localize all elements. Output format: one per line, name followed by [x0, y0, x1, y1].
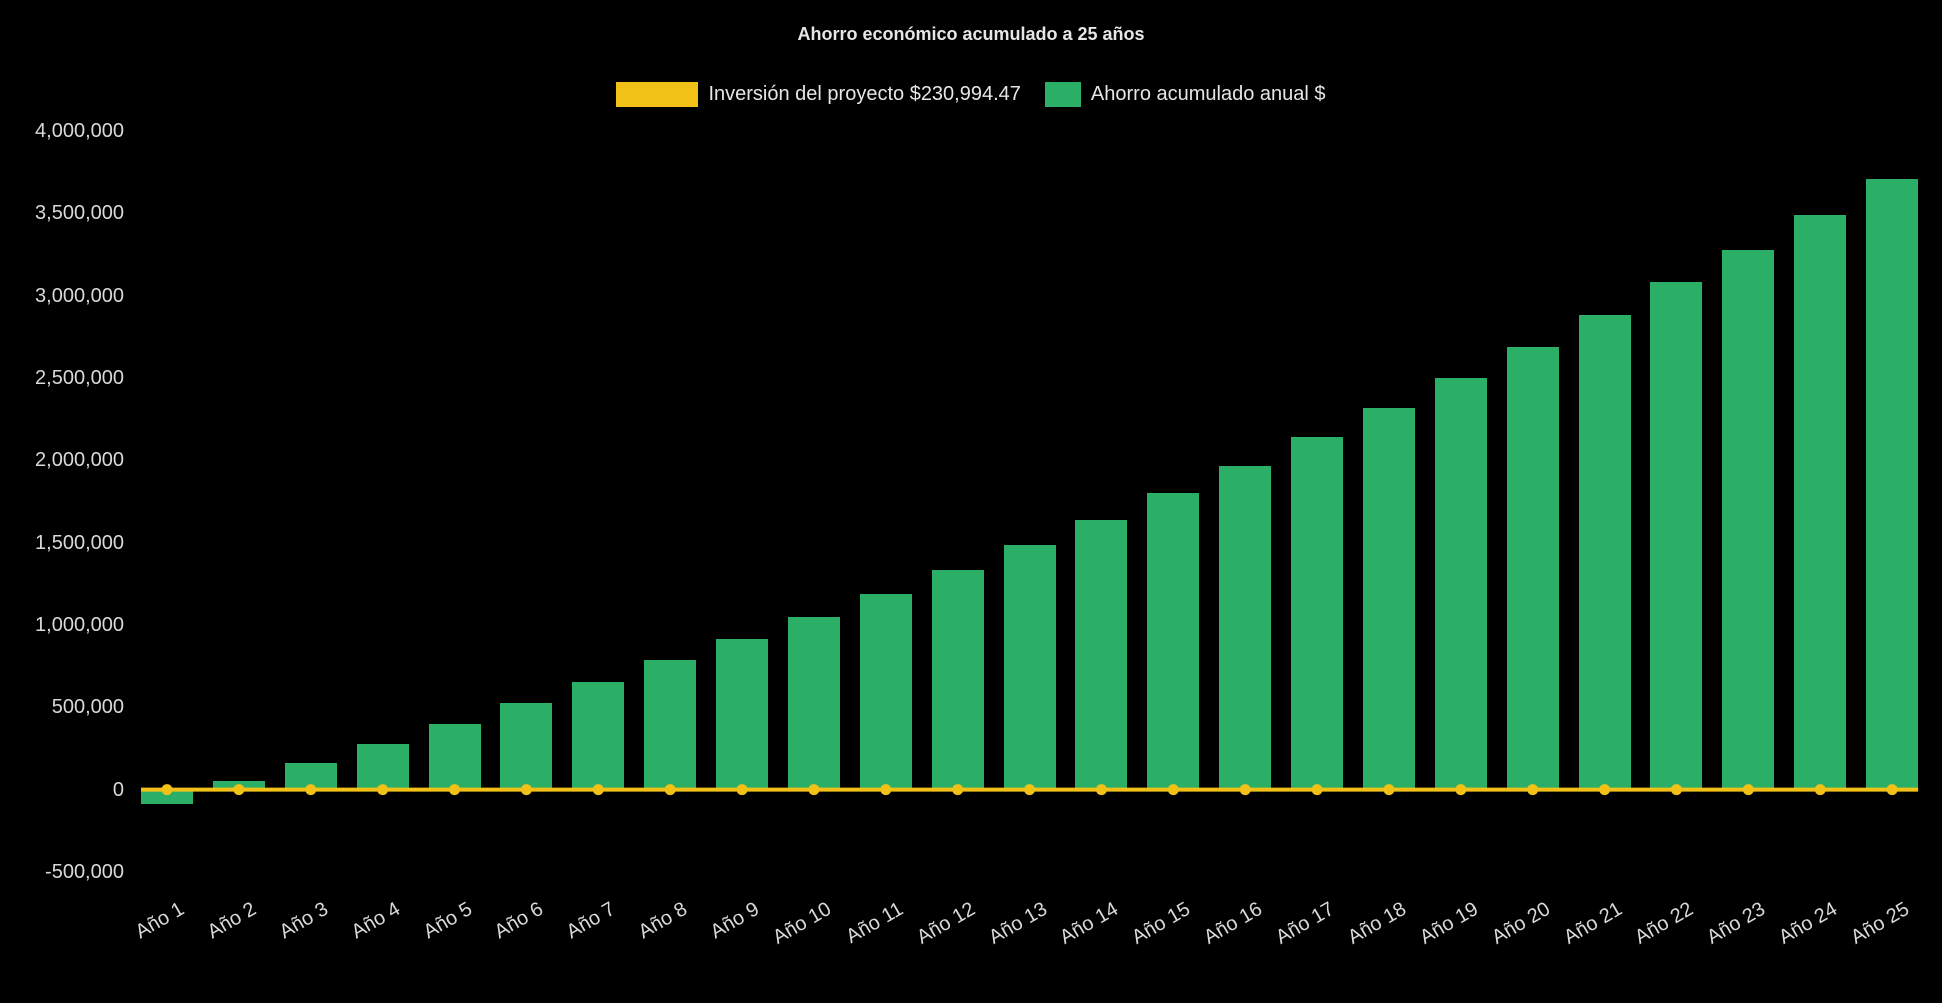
bar — [1075, 519, 1128, 790]
bar — [212, 781, 265, 790]
y-axis-label: 500,000 — [51, 696, 124, 719]
y-axis-label: 2,000,000 — [35, 449, 124, 472]
bar — [1362, 407, 1415, 790]
bar — [859, 593, 912, 790]
legend-swatch-icon — [1044, 82, 1081, 107]
bar — [644, 660, 697, 790]
legend-label: Ahorro acumulado anual $ — [1090, 83, 1326, 105]
y-axis-label: 3,500,000 — [35, 202, 124, 225]
bar — [1578, 315, 1631, 790]
y-axis-label: 4,000,000 — [35, 120, 124, 142]
legend: Inversión del proyecto $230,994.47 Ahorro… — [0, 82, 1942, 107]
bar — [428, 723, 481, 790]
chart: Ahorro económico acumulado a 25 años Inv… — [0, 24, 1942, 949]
bar — [787, 616, 840, 790]
chart-title: Ahorro económico acumulado a 25 años — [797, 24, 1145, 44]
y-axis-label: -500,000 — [45, 861, 124, 883]
legend-swatch-icon — [616, 82, 699, 107]
y-axis-label: 1,500,000 — [35, 531, 124, 554]
bar — [716, 638, 769, 790]
bar — [1291, 437, 1344, 790]
legend-label: Inversión del proyecto $230,994.47 — [708, 83, 1021, 105]
bar — [1506, 346, 1559, 790]
bar — [1650, 282, 1703, 790]
bar — [1003, 545, 1056, 790]
bar — [931, 569, 984, 790]
bar — [1794, 214, 1847, 790]
bar — [284, 763, 337, 790]
bar — [1434, 378, 1487, 790]
bar — [141, 789, 193, 805]
bar — [1722, 249, 1775, 790]
bar — [1147, 493, 1200, 790]
y-axis-label: 1,000,000 — [35, 614, 124, 636]
y-axis-label: 0 — [112, 778, 124, 801]
plot-area: 4,000,000 3,500,000 3,000,000 2,500,000 2,00… — [35, 120, 1919, 949]
bar — [356, 743, 409, 790]
y-axis-label: 3,000,000 — [35, 284, 124, 307]
bar — [500, 703, 553, 790]
bar — [572, 681, 625, 790]
legend-item-savings[interactable]: Ahorro acumulado anual $ — [1044, 82, 1326, 107]
legend-item-investment[interactable]: Inversión del proyecto $230,994.47 — [616, 82, 1021, 107]
bar — [1866, 178, 1919, 790]
y-axis-label: 2,500,000 — [35, 367, 124, 389]
bar — [1219, 466, 1272, 790]
